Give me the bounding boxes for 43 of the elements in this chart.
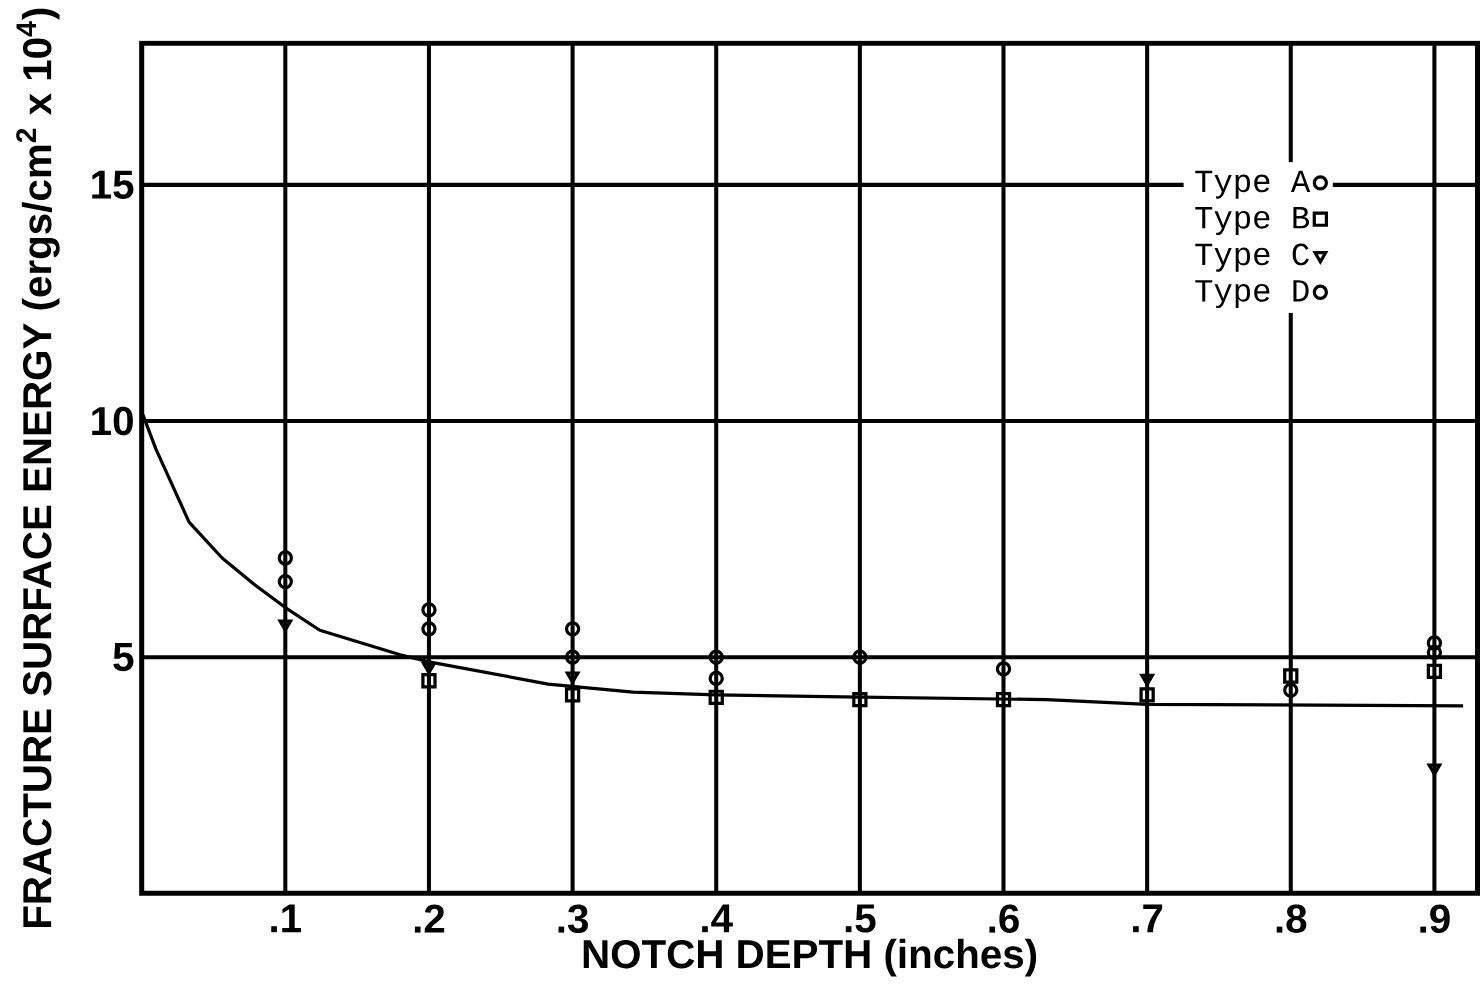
y-tick-label: 10 [92,406,133,436]
point [1283,668,1299,684]
x-tick-label: .4 [702,904,733,933]
x-tick-label: .6 [989,904,1019,934]
point [1139,687,1155,703]
point [995,661,1012,677]
point [421,673,437,689]
x-tick-label: .1 [271,904,302,933]
point [278,619,293,632]
point [564,621,581,637]
point [708,670,724,687]
legend-label: Type C [1195,243,1309,272]
point [421,621,437,637]
point [708,689,724,706]
point [708,649,724,666]
point [852,692,868,708]
legend-label: Type B [1195,207,1310,236]
point [852,649,868,666]
point [1283,682,1299,699]
x-tick-label: .7 [1133,904,1163,933]
y-tick-label: 15 [92,171,134,200]
point [277,574,293,590]
point [564,649,581,666]
x-tick-label: .3 [558,904,588,934]
point [422,662,436,675]
x-tick-label: .5 [845,904,876,933]
legend-label: Type A [1195,170,1311,199]
point [565,671,580,684]
legend-label: Type D [1195,280,1309,309]
x-tick-label: .8 [1276,904,1307,934]
point [564,687,581,703]
point [421,602,437,618]
y-axis-title: FRACTURE SURFACE ENERGY (ergs/cm$^{2}$ x 10$^{4}$) [16,8,60,928]
x-tick-label: .9 [1420,904,1450,934]
point [1426,663,1443,680]
point [277,550,293,566]
point [995,692,1012,708]
x-tick-label: .2 [414,904,445,933]
point [1426,635,1443,651]
point [1427,763,1442,776]
point [1140,673,1154,687]
y-tick-label: 5 [113,643,134,672]
x-axis-title: NOTCH DEPTH (inches) [583,939,1037,977]
